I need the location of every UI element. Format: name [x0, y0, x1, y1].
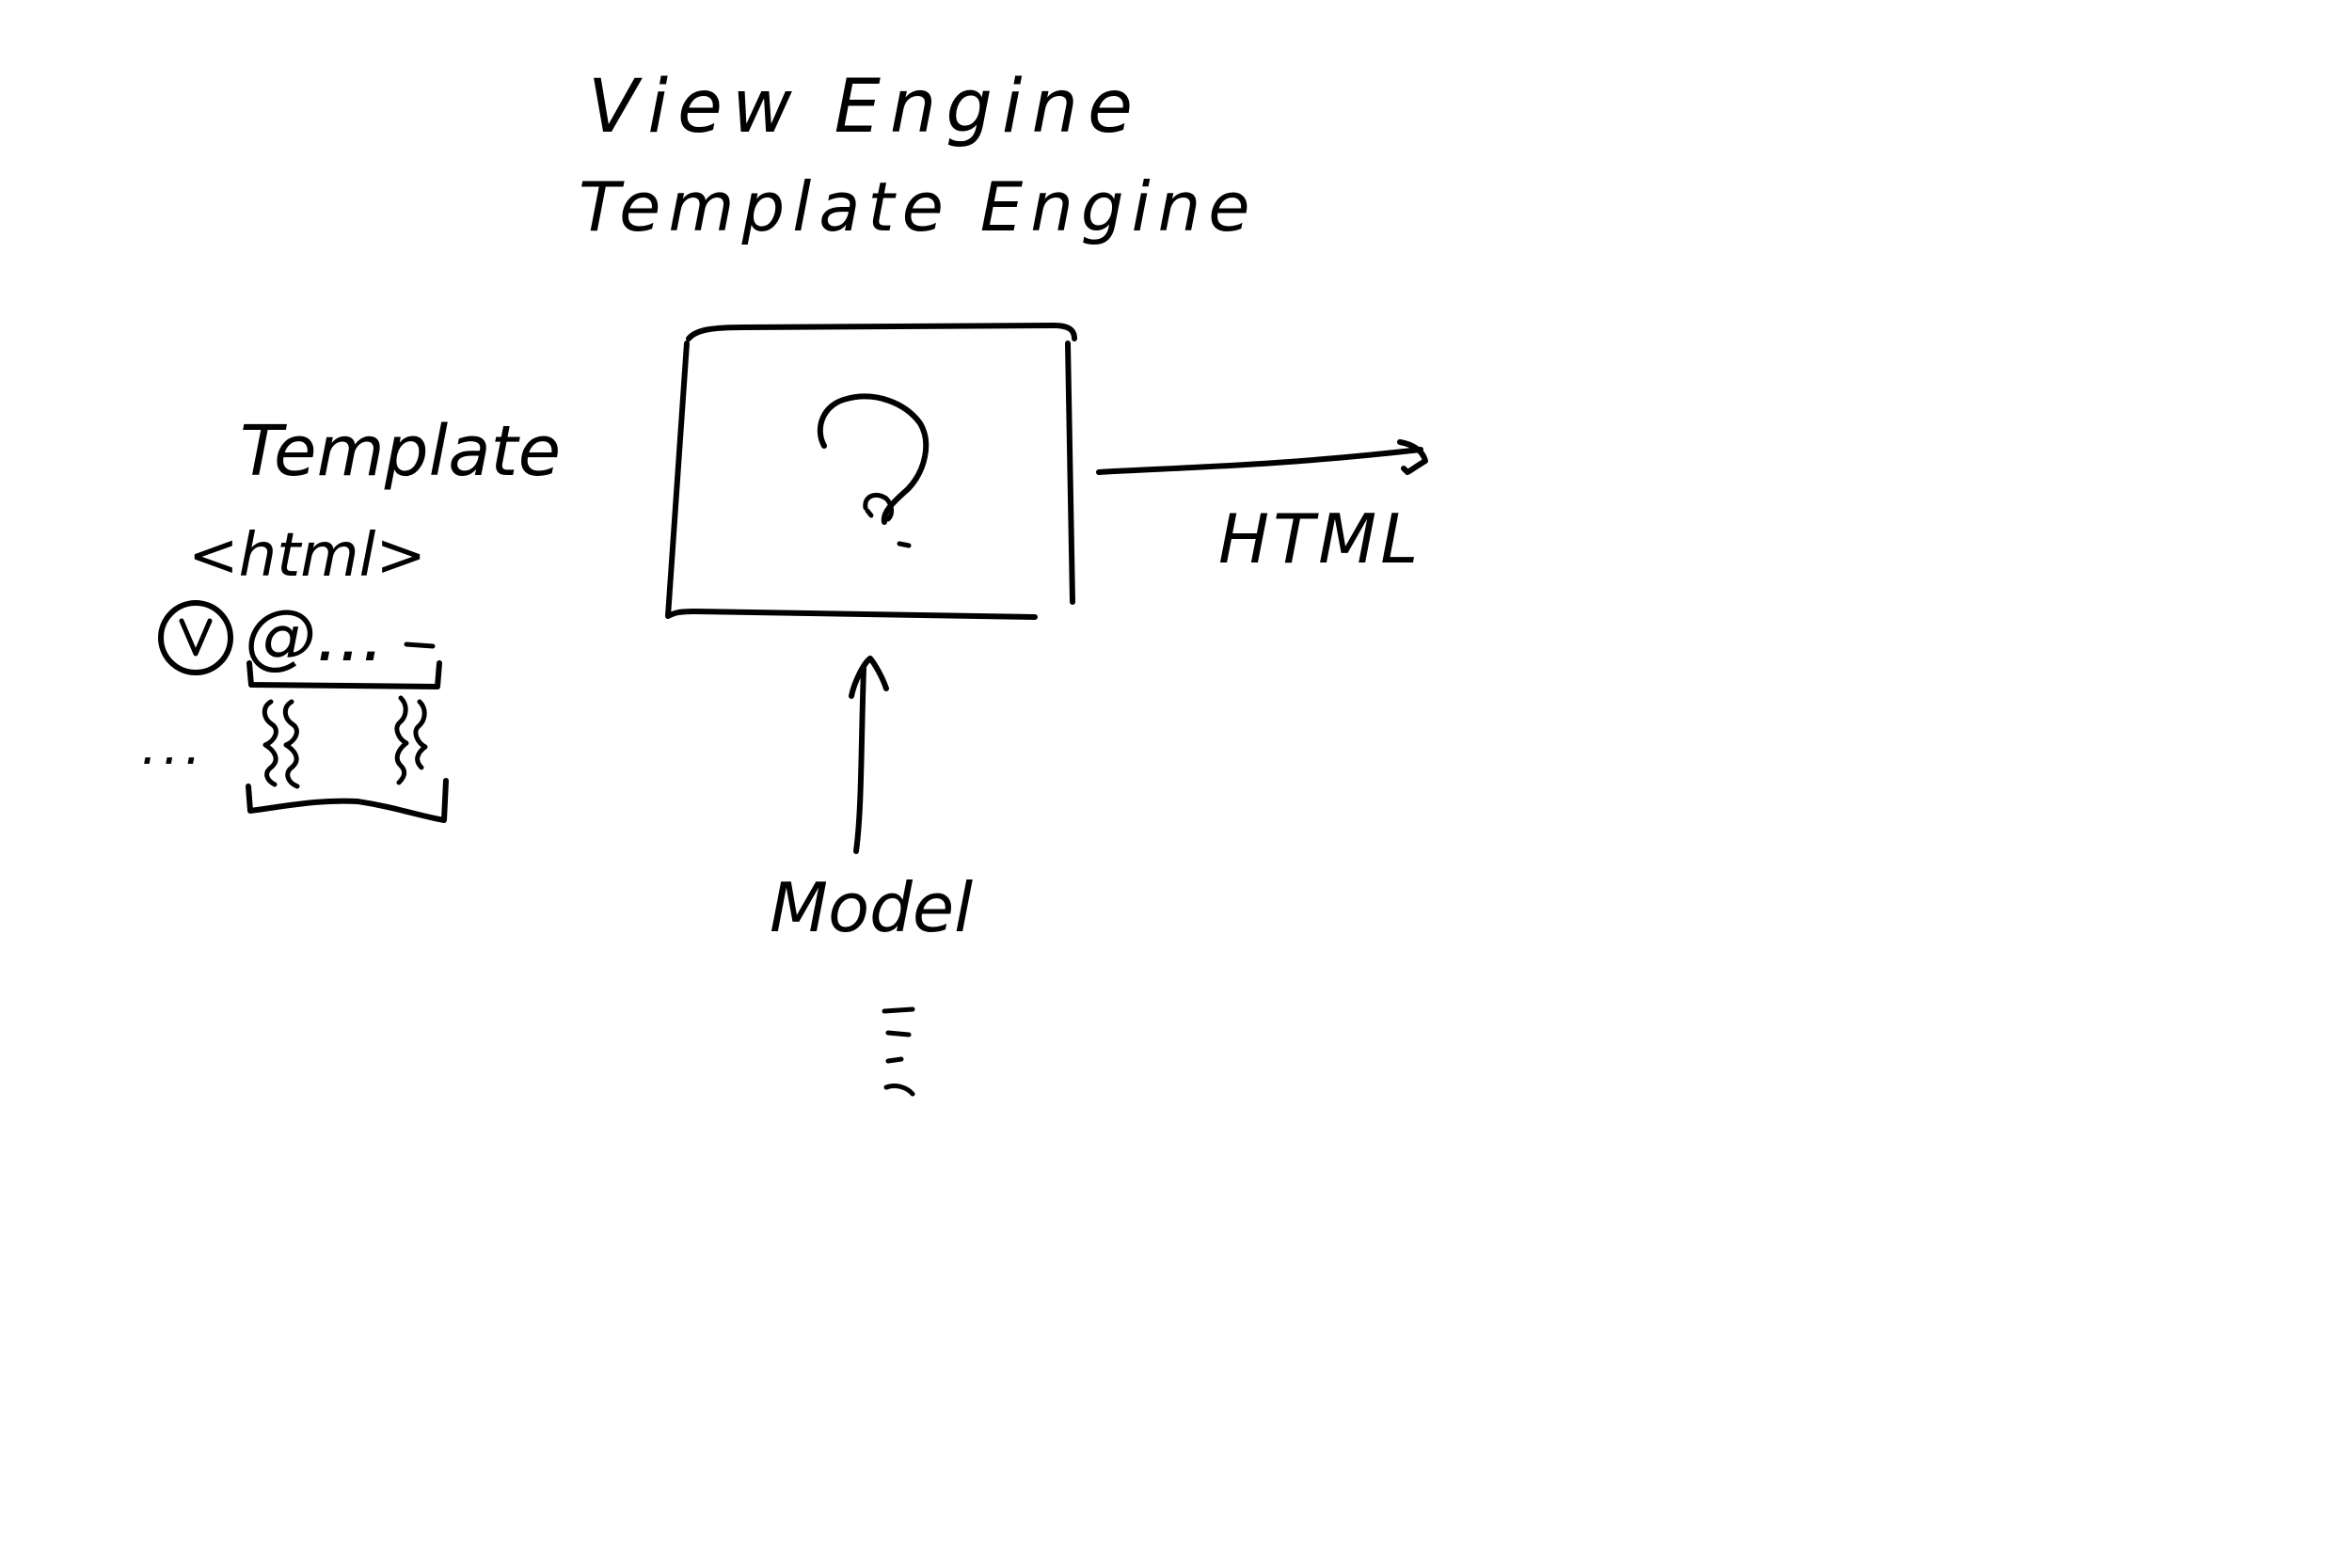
engine-question-text: ?	[847, 519, 851, 530]
template-at-expression: @...	[245, 594, 384, 677]
template-html-tag: <html>	[188, 521, 426, 591]
template-lower-bracket	[246, 778, 449, 823]
output-html-label: HTML	[1218, 499, 1422, 578]
template-curly-braces-right	[394, 695, 428, 785]
model-detail-marks	[882, 1006, 915, 1097]
question-mark-icon	[818, 393, 930, 548]
output-arrow	[1096, 439, 1428, 475]
engine-box	[665, 323, 1077, 620]
title-view-engine: View Engine	[588, 65, 1142, 150]
template-at-dash	[404, 641, 436, 649]
template-curly-braces-left	[262, 699, 300, 789]
template-ellipsis: ...	[141, 717, 207, 776]
model-input-arrow	[849, 656, 889, 854]
template-label: Template	[240, 411, 561, 492]
model-label: Model	[770, 868, 973, 947]
title-template-engine: Template Engine	[579, 167, 1258, 246]
template-upper-bracket	[246, 660, 442, 689]
template-v-marker	[158, 600, 233, 675]
